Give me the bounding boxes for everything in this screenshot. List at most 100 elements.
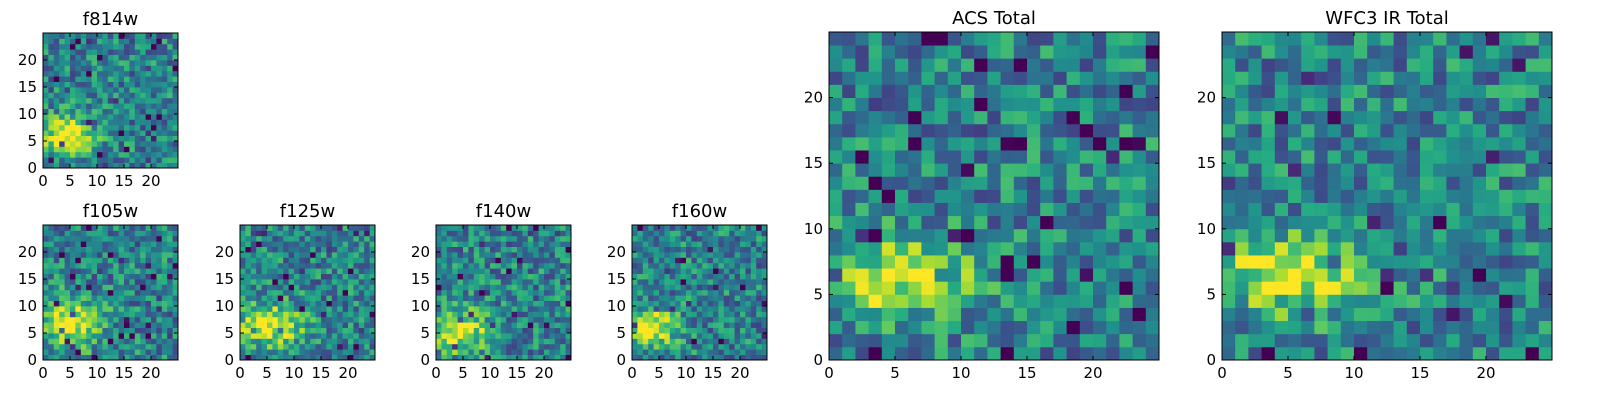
y-tick-label: 10: [18, 297, 37, 315]
heatmap-cell: [321, 306, 327, 312]
heatmap-cell: [750, 306, 757, 312]
heatmap-cell: [648, 279, 654, 285]
heatmap-cell: [140, 273, 146, 280]
heatmap-cell: [1145, 176, 1160, 190]
heatmap-cell: [740, 327, 746, 334]
heatmap-cell: [669, 230, 676, 237]
heatmap-cell: [637, 349, 644, 355]
heatmap-cell: [1027, 97, 1041, 112]
heatmap-cell: [240, 262, 246, 269]
heatmap-cell: [129, 338, 136, 345]
heatmap-cell: [1040, 176, 1054, 190]
heatmap-cell: [653, 230, 660, 237]
heatmap-cell: [1106, 268, 1120, 282]
heatmap-cell: [565, 279, 572, 285]
heatmap-cell: [560, 322, 566, 328]
heatmap-cell: [140, 130, 146, 136]
heatmap-cell: [43, 141, 49, 147]
heatmap-cell: [1446, 202, 1460, 217]
heatmap-cell: [288, 343, 295, 350]
heatmap-cell: [43, 349, 49, 355]
heatmap-cell: [140, 343, 146, 350]
heatmap-cell: [364, 333, 370, 339]
heatmap-cell: [961, 294, 975, 308]
heatmap-cell: [310, 279, 316, 285]
heatmap-cell: [250, 311, 257, 318]
heatmap-cell: [1053, 202, 1067, 217]
heatmap-cell: [369, 235, 376, 242]
heatmap-cell: [745, 311, 752, 318]
heatmap-cell: [664, 306, 671, 312]
heatmap-cell: [522, 300, 529, 307]
heatmap-cell: [91, 289, 98, 296]
heatmap-cell: [91, 76, 98, 82]
heatmap-cell: [729, 338, 735, 345]
heatmap-cell: [342, 327, 349, 334]
heatmap-cell: [441, 327, 448, 334]
heatmap-cell: [134, 162, 141, 169]
heatmap-cell: [511, 300, 518, 307]
heatmap-cell: [1301, 163, 1315, 177]
heatmap-cell: [294, 295, 300, 301]
heatmap-cell: [446, 230, 453, 237]
heatmap-cell: [934, 32, 949, 46]
heatmap-cell: [974, 32, 988, 46]
heatmap-cell: [511, 322, 518, 328]
heatmap-cell: [172, 92, 179, 99]
heatmap-cell: [167, 311, 173, 318]
heatmap-cell: [740, 343, 746, 350]
heatmap-cell: [124, 49, 130, 55]
heatmap-cell: [48, 114, 55, 120]
heatmap-cell: [1459, 320, 1474, 335]
heatmap-cell: [53, 65, 60, 72]
heatmap-cell: [1512, 71, 1526, 85]
heatmap-cell: [842, 241, 856, 256]
heatmap-cell: [648, 246, 654, 253]
heatmap-cell: [59, 43, 65, 50]
heatmap-cell: [707, 273, 714, 280]
heatmap-cell: [299, 241, 306, 247]
heatmap-cell: [1013, 307, 1028, 322]
heatmap-cell: [484, 284, 491, 291]
heatmap-cell: [250, 338, 257, 345]
heatmap-cell: [527, 262, 534, 269]
heatmap-cell: [1380, 45, 1394, 59]
heatmap-cell: [59, 141, 65, 147]
heatmap-cell: [637, 268, 644, 274]
heatmap-cell: [102, 108, 109, 115]
heatmap-cell: [304, 333, 311, 339]
heatmap-cell: [947, 84, 962, 98]
heatmap-cell: [134, 306, 141, 312]
heatmap-cell: [1486, 136, 1500, 151]
heatmap-cell: [161, 246, 168, 253]
heatmap-cell: [124, 81, 130, 88]
heatmap-cell: [310, 300, 316, 307]
heatmap-cell: [129, 252, 136, 258]
heatmap-cell: [1420, 228, 1434, 243]
heatmap-cell: [91, 257, 98, 264]
heatmap-cell: [1119, 268, 1133, 282]
heatmap-cell: [299, 295, 306, 301]
heatmap-cell: [64, 97, 71, 104]
heatmap-cell: [272, 252, 279, 258]
heatmap-cell: [1512, 136, 1526, 151]
heatmap-cell: [107, 162, 114, 169]
heatmap-cell: [560, 306, 566, 312]
heatmap-cell: [659, 354, 665, 361]
heatmap-cell: [855, 71, 869, 85]
heatmap-cell: [659, 241, 665, 247]
heatmap-cell: [167, 49, 173, 55]
heatmap-cell: [441, 338, 448, 345]
heatmap-cell: [468, 300, 475, 307]
heatmap-cell: [59, 162, 65, 169]
heatmap-cell: [718, 316, 725, 323]
heatmap-cell: [91, 354, 98, 361]
heatmap-cell: [113, 108, 119, 115]
heatmap-cell: [696, 311, 703, 318]
heatmap-cell: [675, 343, 681, 350]
heatmap-cell: [756, 343, 762, 350]
heatmap-cell: [696, 289, 703, 296]
heatmap-cell: [1288, 268, 1302, 282]
heatmap-cell: [533, 311, 539, 318]
heatmap-cell: [118, 257, 125, 264]
